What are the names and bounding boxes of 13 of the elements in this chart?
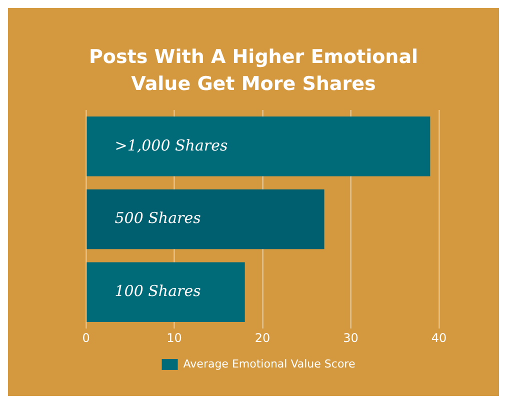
bar [86, 189, 324, 250]
x-tick-label: 20 [254, 330, 270, 345]
bar [86, 116, 430, 176]
legend-label: Average Emotional Value Score [183, 357, 356, 370]
x-tick-label: 30 [343, 330, 358, 345]
y-tick-label: >1,000 Shares [114, 136, 228, 154]
y-tick-label: 100 Shares [114, 282, 202, 300]
x-tick-label: 40 [431, 330, 447, 345]
x-tick-label: 10 [166, 330, 182, 345]
x-tick-label: 0 [82, 330, 90, 345]
bar [86, 262, 245, 322]
y-tick-label: 500 Shares [114, 209, 202, 228]
chart-title: Posts With A Higher Emotional Value Get More Shares [88, 45, 420, 97]
